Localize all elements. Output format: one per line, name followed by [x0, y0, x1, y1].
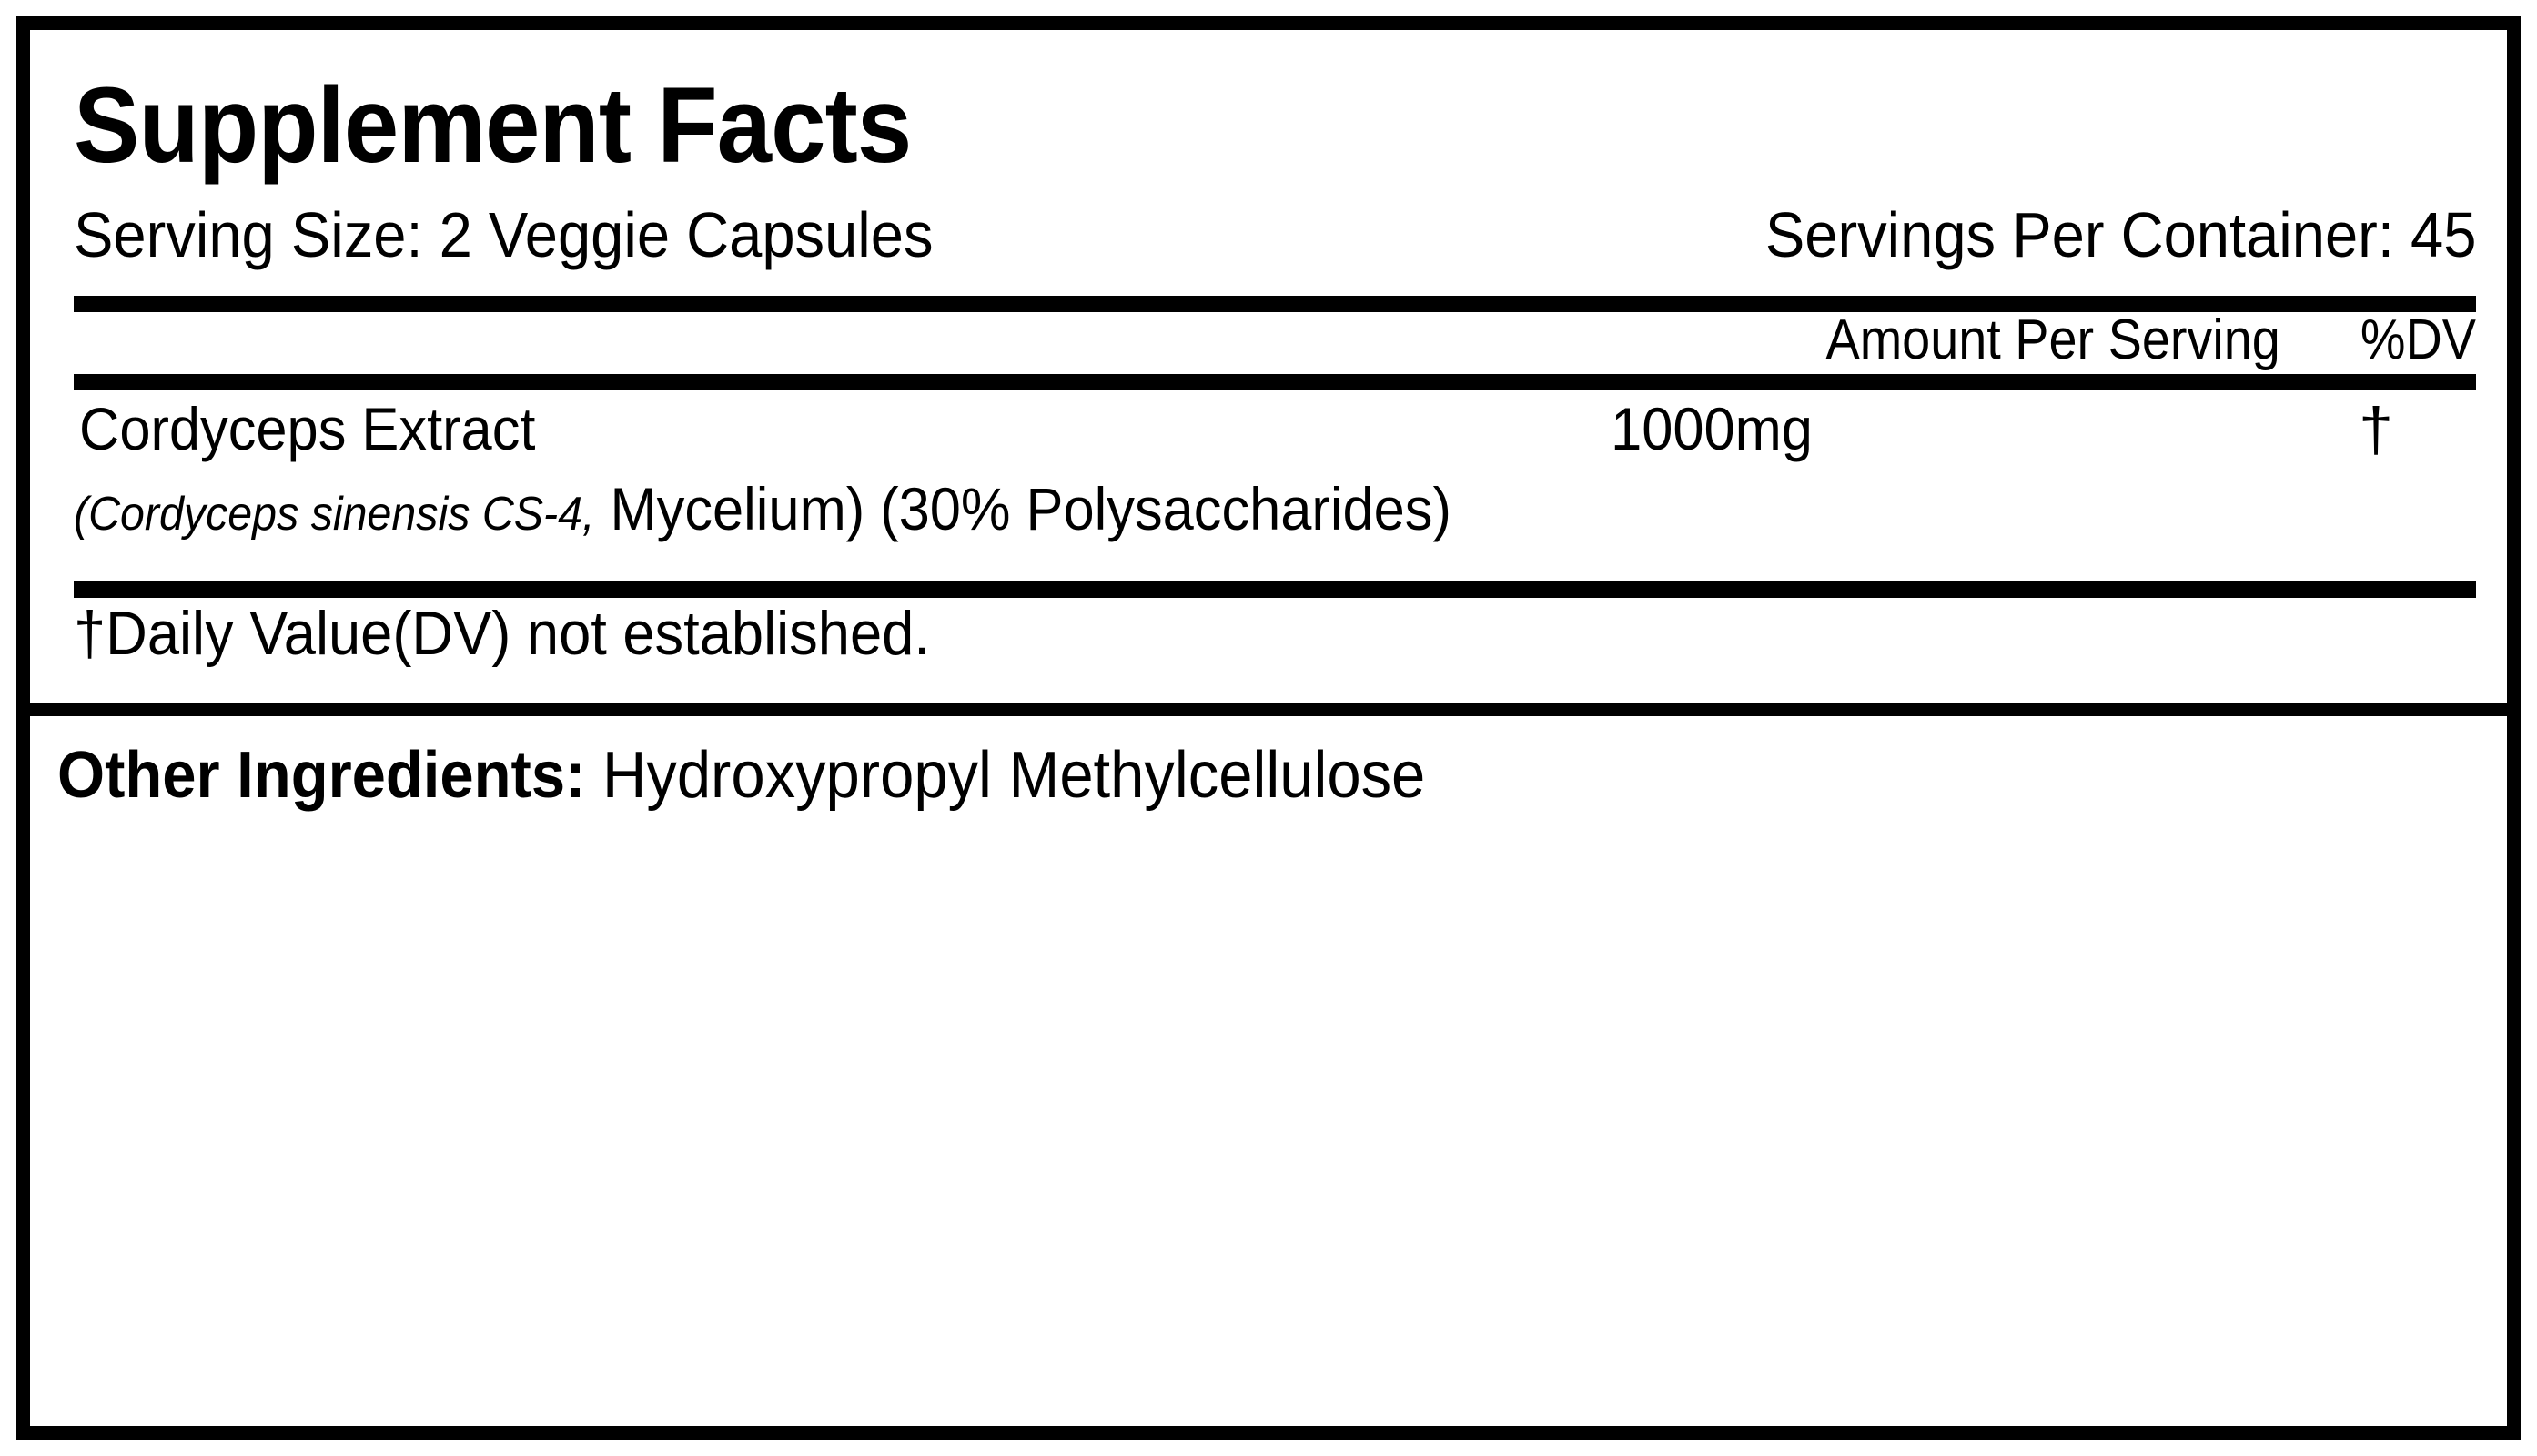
ingredient-name: Cordyceps Extract	[79, 395, 536, 462]
other-ingredients-label: Other Ingredients:	[57, 739, 586, 812]
serving-info-row: Serving Size: 2 Veggie Capsules Servings…	[74, 198, 2476, 277]
page-title: Supplement Facts	[74, 66, 912, 186]
other-ingredients-value: Hydroxypropyl Methylcellulose	[585, 739, 1426, 812]
ingredient-latin-name: (Cordyceps sinensis CS-4,	[74, 488, 595, 541]
percent-dv-header: %DV	[2360, 308, 2476, 371]
table-row: Cordyceps Extract 1000mg †	[74, 394, 2476, 474]
ingredient-source-rest: Mycelium) (30% Polysaccharides)	[594, 475, 1451, 542]
supplement-facts-body: Supplement Facts Serving Size: 2 Veggie …	[16, 30, 2521, 1426]
amount-per-serving-header: Amount Per Serving	[1825, 308, 2280, 371]
supplement-facts-panel: Supplement Facts Serving Size: 2 Veggie …	[16, 16, 2521, 1440]
ingredient-daily-value: †	[2359, 395, 2393, 464]
rule-above-footnote	[74, 581, 2476, 598]
other-ingredients-row: Other Ingredients: Hydroxypropyl Methylc…	[57, 738, 2325, 813]
servings-per-container-text: Servings Per Container: 45	[1764, 199, 2476, 270]
rule-below-serving-info	[74, 296, 2476, 312]
ingredient-amount: 1000mg	[1611, 395, 1813, 462]
serving-size-text: Serving Size: 2 Veggie Capsules	[74, 199, 934, 270]
rule-below-column-headers	[74, 374, 2476, 390]
ingredient-source-line: (Cordyceps sinensis CS-4, Mycelium) (30%…	[74, 474, 2308, 556]
column-header-row: Amount Per Serving %DV	[74, 308, 2476, 371]
divider-above-other-ingredients	[16, 703, 2521, 716]
daily-value-footnote: †Daily Value(DV) not established.	[74, 599, 930, 668]
